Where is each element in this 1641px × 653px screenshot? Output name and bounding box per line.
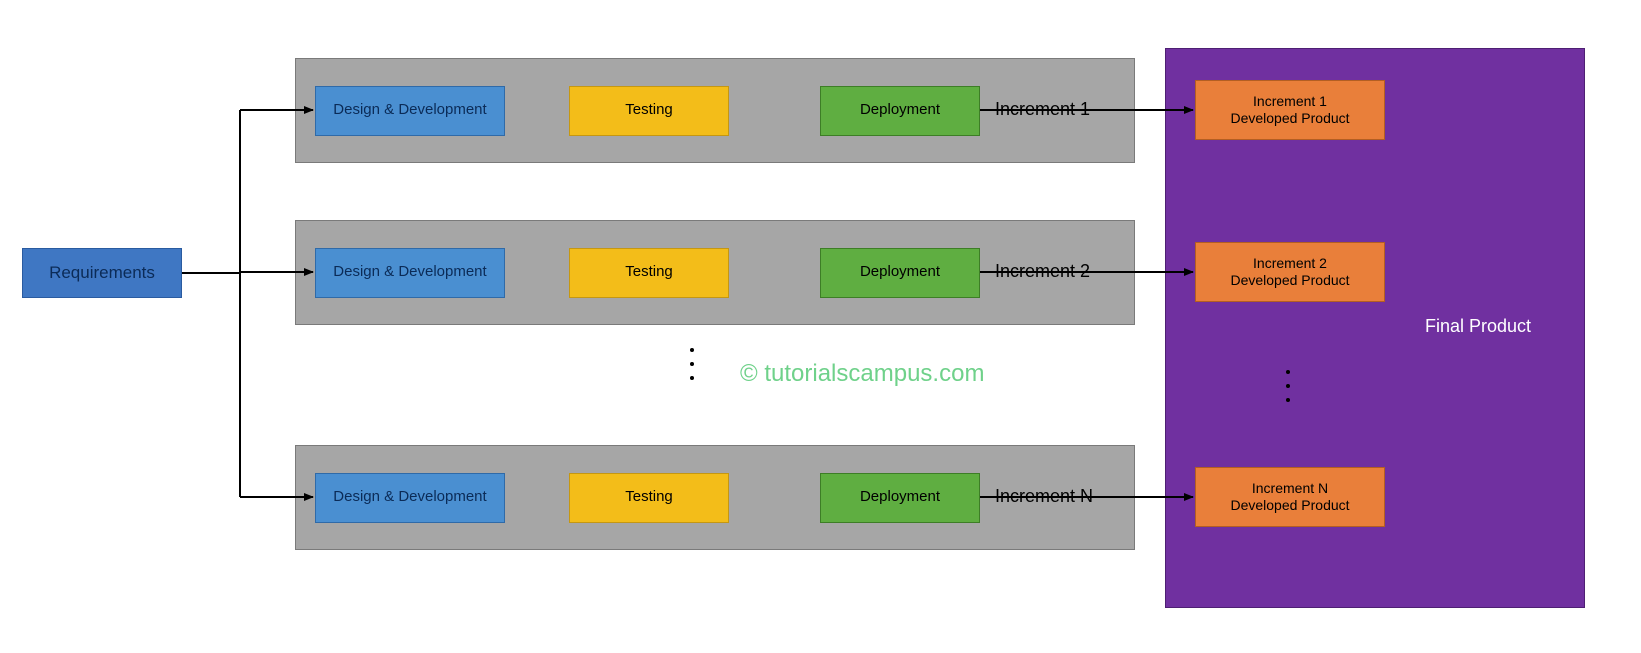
increment-label: Increment 1 <box>995 99 1090 120</box>
requirements-box: Requirements <box>22 248 182 298</box>
ellipsis-lanes <box>690 348 694 380</box>
deployment-box: Deployment <box>820 86 980 136</box>
increment-product-box: Increment 2Developed Product <box>1195 242 1385 302</box>
requirements-label: Requirements <box>49 262 155 283</box>
deployment-box: Deployment <box>820 248 980 298</box>
testing-box: Testing <box>569 248 729 298</box>
ellipsis-final <box>1286 370 1290 402</box>
watermark-text: © tutorialscampus.com <box>740 360 984 388</box>
increment-product-box: Increment NDeveloped Product <box>1195 467 1385 527</box>
design-box: Design & Development <box>315 86 505 136</box>
testing-box: Testing <box>569 473 729 523</box>
final-product-label: Final Product <box>1425 316 1531 337</box>
increment-label: Increment N <box>995 486 1093 507</box>
increment-product-box: Increment 1Developed Product <box>1195 80 1385 140</box>
design-box: Design & Development <box>315 248 505 298</box>
increment-label: Increment 2 <box>995 261 1090 282</box>
deployment-box: Deployment <box>820 473 980 523</box>
testing-box: Testing <box>569 86 729 136</box>
design-box: Design & Development <box>315 473 505 523</box>
